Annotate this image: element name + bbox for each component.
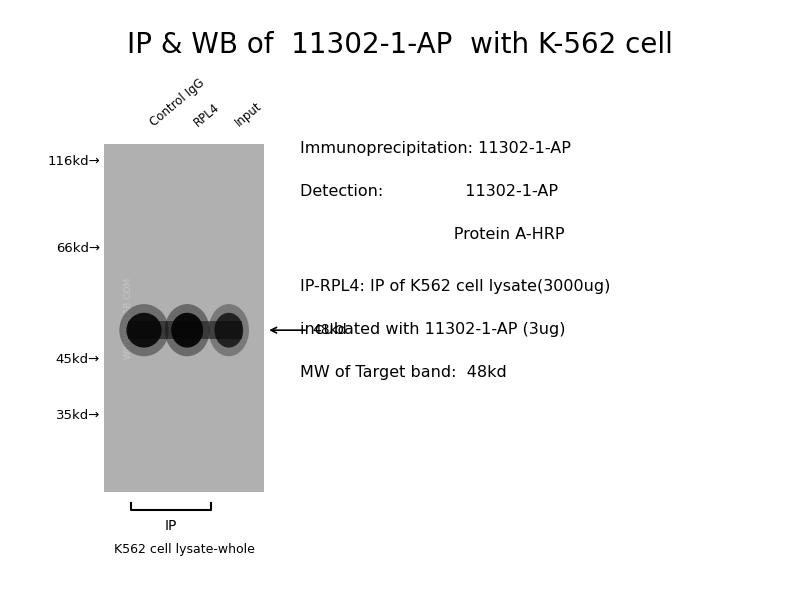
Text: IP & WB of  11302-1-AP  with K-562 cell: IP & WB of 11302-1-AP with K-562 cell <box>127 31 673 59</box>
Ellipse shape <box>119 304 169 356</box>
Ellipse shape <box>214 313 243 347</box>
Text: IP-RPL4: IP of K562 cell lysate(3000ug): IP-RPL4: IP of K562 cell lysate(3000ug) <box>300 279 610 294</box>
Text: incubated with 11302-1-AP (3ug): incubated with 11302-1-AP (3ug) <box>300 322 566 337</box>
Text: RPL4: RPL4 <box>191 100 222 129</box>
Text: Detection:                11302-1-AP: Detection: 11302-1-AP <box>300 184 558 199</box>
Text: Input: Input <box>233 100 265 129</box>
Text: 45kd→: 45kd→ <box>56 353 100 366</box>
Text: WWW.TGLAB.COM: WWW.TGLAB.COM <box>123 277 133 359</box>
Text: 116kd→: 116kd→ <box>47 155 100 168</box>
Ellipse shape <box>126 313 162 347</box>
Bar <box>128 322 242 339</box>
Text: Immunoprecipitation: 11302-1-AP: Immunoprecipitation: 11302-1-AP <box>300 141 571 156</box>
Text: 48kd: 48kd <box>312 323 346 337</box>
Text: 35kd→: 35kd→ <box>56 409 100 422</box>
Text: IP: IP <box>165 519 178 533</box>
Ellipse shape <box>209 304 249 356</box>
Ellipse shape <box>171 313 203 347</box>
Text: Protein A-HRP: Protein A-HRP <box>300 227 565 242</box>
Bar <box>104 144 264 492</box>
Text: K562 cell lysate-whole: K562 cell lysate-whole <box>114 543 254 556</box>
Text: MW of Target band:  48kd: MW of Target band: 48kd <box>300 365 506 380</box>
Text: 66kd→: 66kd→ <box>56 242 100 255</box>
Text: Control IgG: Control IgG <box>148 76 207 129</box>
Ellipse shape <box>165 304 210 356</box>
